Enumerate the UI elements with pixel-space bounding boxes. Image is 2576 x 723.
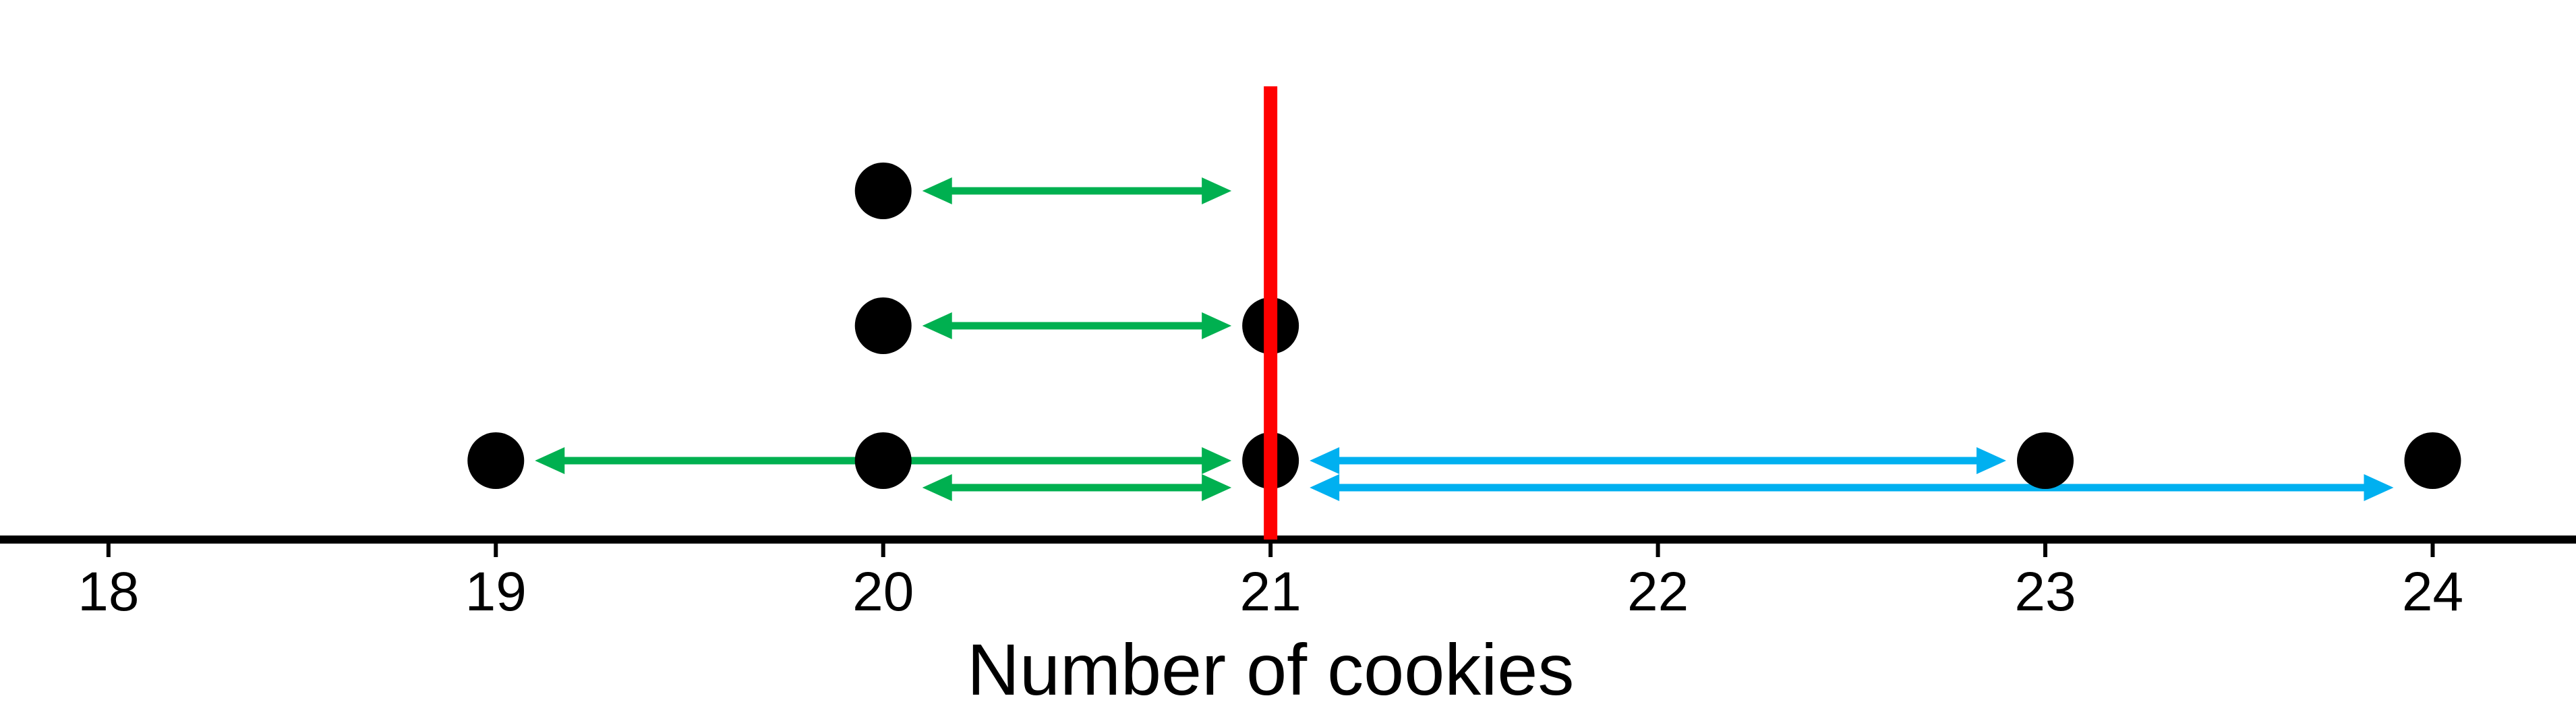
data-point	[854, 432, 912, 489]
x-tick-label: 22	[1627, 561, 1689, 623]
deviation-arrow	[1310, 447, 2007, 474]
deviation-arrow	[922, 312, 1232, 339]
x-tick-label: 18	[78, 561, 139, 623]
deviation-arrow	[922, 474, 1232, 501]
deviation-arrow	[922, 177, 1232, 204]
data-point	[2404, 432, 2461, 489]
data-points	[467, 163, 2461, 489]
data-point	[854, 163, 912, 219]
x-tick-label: 23	[2014, 561, 2076, 623]
x-axis-ticks: 18 19 20 21 22 23 24	[78, 540, 2463, 623]
x-tick-label: 19	[465, 561, 527, 623]
x-tick-label: 21	[1240, 561, 1301, 623]
deviation-arrow	[1310, 474, 2394, 501]
x-tick-label: 20	[852, 561, 914, 623]
deviation-arrows	[535, 177, 2394, 501]
data-point	[854, 297, 912, 354]
data-point	[467, 432, 525, 489]
x-axis-title: Number of cookies	[967, 629, 1574, 710]
x-tick-label: 24	[2402, 561, 2463, 623]
data-point	[2017, 432, 2074, 489]
